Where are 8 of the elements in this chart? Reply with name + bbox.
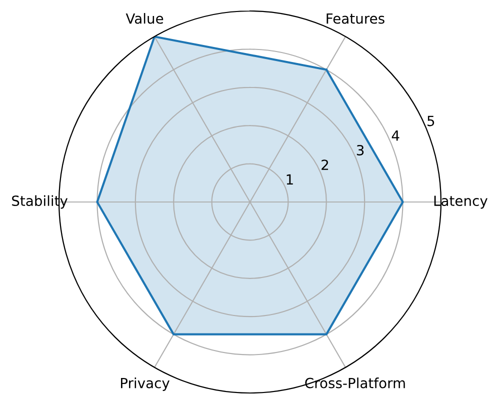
y-tick-label: 1: [286, 174, 293, 184]
spoke-label: Features: [326, 13, 384, 24]
y-tick-label: 3: [356, 144, 364, 156]
y-tick-label: 4: [392, 130, 400, 141]
y-tick-label: 2: [322, 160, 328, 170]
y-tick-label: 5: [428, 116, 434, 126]
spoke-label: Privacy: [120, 378, 170, 391]
spoke-label: Value: [126, 13, 164, 24]
